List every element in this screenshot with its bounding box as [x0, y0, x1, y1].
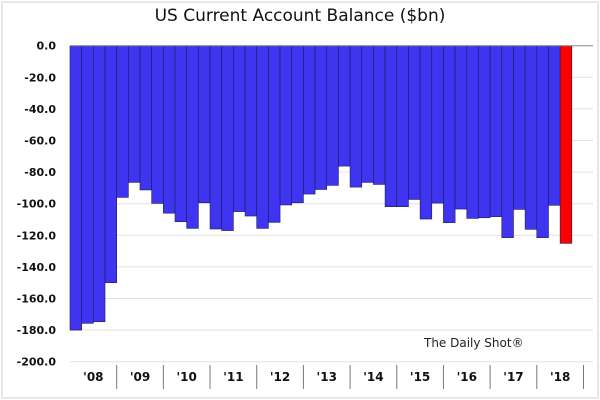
bar [186, 45, 199, 229]
bar [408, 45, 421, 200]
x-tick-label: '16 [457, 370, 477, 384]
bar [69, 45, 82, 331]
x-tick-label: '10 [177, 370, 197, 384]
bar [513, 45, 526, 210]
bar [244, 45, 258, 217]
bar [279, 45, 293, 206]
y-tick-label: -80.0 [24, 166, 56, 179]
y-tick-label: 0.0 [37, 40, 57, 53]
bar [349, 45, 363, 188]
y-tick-label: -100.0 [17, 198, 57, 211]
bar [104, 45, 117, 284]
chart-title: US Current Account Balance ($bn) [154, 6, 446, 26]
bar [198, 45, 211, 204]
y-tick-label: -60.0 [24, 135, 56, 148]
bar [361, 45, 374, 183]
bar [116, 45, 129, 198]
bar [501, 45, 514, 238]
bar [81, 45, 94, 324]
bar [373, 45, 386, 185]
bar [454, 45, 468, 210]
y-tick-label: -200.0 [17, 356, 57, 369]
bar [314, 45, 328, 190]
y-tick-label: -40.0 [24, 103, 56, 116]
x-tick-label: '15 [410, 370, 430, 384]
bar [536, 45, 549, 238]
x-tick-label: '13 [317, 370, 337, 384]
bar [431, 45, 444, 204]
bar [548, 45, 561, 206]
bar [466, 45, 479, 219]
x-tick-label: '11 [223, 370, 243, 384]
y-tick-label: -140.0 [17, 261, 57, 274]
bar [478, 45, 491, 219]
y-tick-label: -20.0 [24, 71, 56, 84]
bar [396, 45, 409, 208]
x-tick-label: '12 [270, 370, 290, 384]
x-tick-label: '08 [83, 370, 103, 384]
bar [419, 45, 433, 220]
bar [128, 45, 141, 183]
bar [489, 45, 503, 217]
bar [139, 45, 152, 191]
bar [384, 45, 398, 208]
bar [163, 45, 176, 214]
bar [209, 45, 223, 230]
bar [303, 45, 316, 195]
y-tick-label: -120.0 [17, 229, 57, 242]
bar [443, 45, 456, 223]
bar [221, 45, 234, 231]
watermark: The Daily Shot® [424, 336, 524, 350]
y-tick-label: -160.0 [17, 293, 57, 306]
bar [256, 45, 269, 229]
y-tick-label: -180.0 [17, 324, 57, 337]
bar [524, 45, 538, 230]
bar [326, 45, 339, 186]
bar [174, 45, 187, 223]
bar [268, 45, 281, 223]
bar [291, 45, 304, 204]
bar-latest [559, 45, 573, 244]
x-tick-label: '09 [130, 370, 150, 384]
bar [338, 45, 351, 167]
x-tick-label: '17 [503, 370, 523, 384]
bar [233, 45, 246, 212]
bar [93, 45, 106, 323]
bar [151, 45, 164, 204]
x-tick-label: '18 [550, 370, 570, 384]
x-tick-label: '14 [363, 370, 383, 384]
